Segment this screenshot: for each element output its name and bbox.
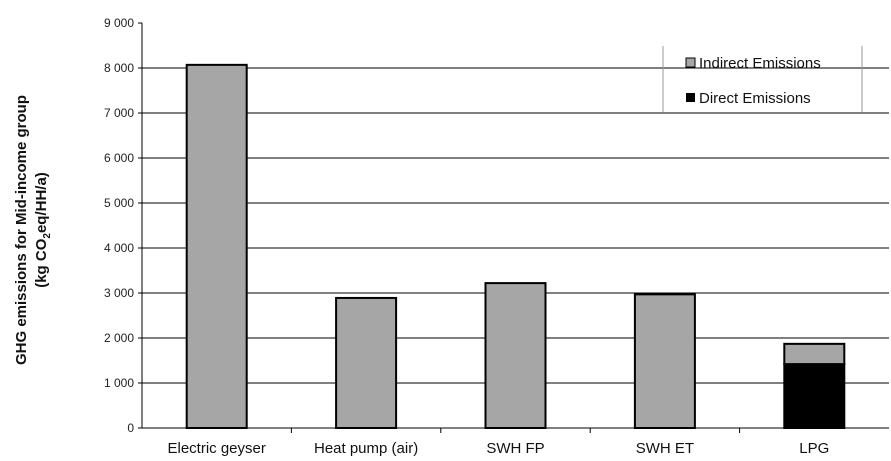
bar-indirect-emissions xyxy=(185,63,248,429)
y-tick-label: 7 000 xyxy=(104,106,134,120)
y-tick-label: 6 000 xyxy=(104,151,134,165)
bars xyxy=(185,63,846,430)
legend-swatch-indirect xyxy=(685,57,696,68)
y-axis-title-line1: GHG emissions for Mid-income group xyxy=(13,95,30,365)
y-tick-label: 0 xyxy=(127,421,134,435)
y-tick-label: 5 000 xyxy=(104,196,134,210)
x-category-label: Electric geyser xyxy=(168,440,266,457)
legend: Indirect Emissions Direct Emissions xyxy=(662,46,863,112)
x-category-label: SWH FP xyxy=(486,440,544,457)
legend-label-indirect: Indirect Emissions xyxy=(699,55,821,72)
bar-indirect-emissions xyxy=(484,282,547,429)
x-category-label: SWH ET xyxy=(636,440,694,457)
x-category-label: Heat pump (air) xyxy=(314,440,418,457)
y-tick-label: 9 000 xyxy=(104,16,134,30)
y-tick-label: 2 000 xyxy=(104,331,134,345)
y-tick-label: 4 000 xyxy=(104,241,134,255)
legend-swatch-direct xyxy=(686,93,695,102)
bar-indirect-emissions xyxy=(783,342,846,366)
bar-indirect-emissions xyxy=(633,293,696,429)
x-category-labels: Electric geyser Heat pump (air) SWH FP SWH … xyxy=(168,440,830,457)
y-tick-label: 8 000 xyxy=(104,61,134,75)
bar-indirect-emissions xyxy=(335,296,398,430)
legend-label-direct: Direct Emissions xyxy=(699,90,811,107)
y-axis-title: GHG emissions for Mid-income group (kg C… xyxy=(13,95,53,365)
y-axis-title-line2: (kg CO2eq/HH/a) xyxy=(33,172,53,288)
y-tick-labels: 0 1 000 2 000 3 000 4 000 5 000 6 000 7 000 8 00… xyxy=(104,16,134,435)
y-tick-label: 3 000 xyxy=(104,286,134,300)
y-tick-label: 1 000 xyxy=(104,376,134,390)
x-category-label: LPG xyxy=(799,440,829,457)
bar-direct-emissions xyxy=(783,363,846,430)
